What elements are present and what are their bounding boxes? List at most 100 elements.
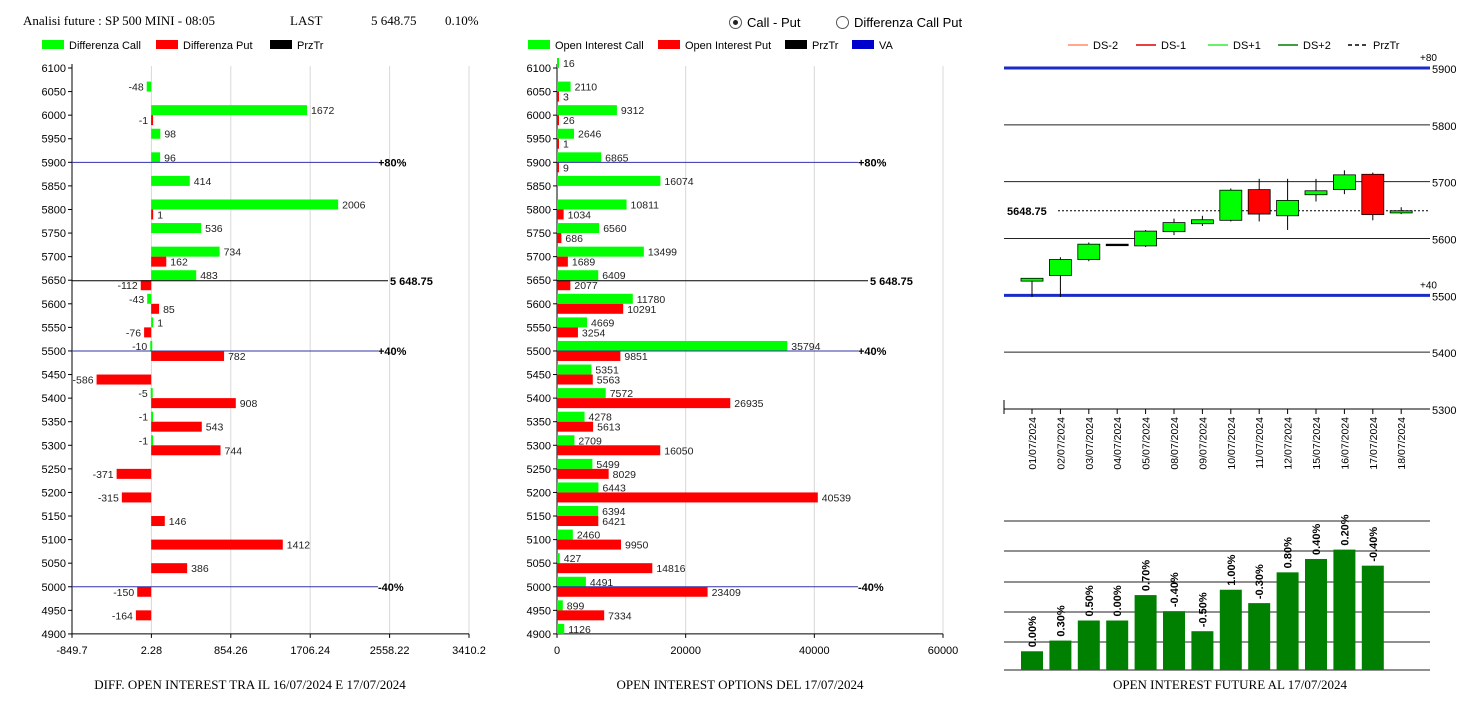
data-label: 899 — [567, 600, 585, 612]
bar-put — [151, 421, 202, 432]
data-label: 3 — [563, 92, 569, 104]
legend-label: Differenza Call — [69, 40, 141, 52]
candle-body — [1020, 277, 1044, 282]
bar-put — [557, 209, 564, 220]
data-label: 9851 — [624, 351, 648, 363]
y-tick-label: 5650 — [42, 275, 66, 287]
x-tick-label: 60000 — [928, 645, 959, 657]
x-tick-label: 04/07/2024 — [1112, 417, 1124, 470]
bar-put — [144, 327, 152, 338]
bar-call — [557, 223, 600, 234]
data-label: 26935 — [734, 398, 763, 410]
legend-label: Open Interest Put — [685, 40, 771, 52]
data-label: 3254 — [582, 327, 606, 339]
bar-call — [557, 152, 602, 163]
y-tick-label: 5800 — [42, 204, 66, 216]
y-tick-label: 6000 — [527, 110, 551, 122]
y-tick-label: 5200 — [42, 487, 66, 499]
data-label: 1412 — [287, 540, 311, 552]
oi-bar — [1305, 558, 1327, 670]
bar-call — [557, 600, 563, 611]
data-label: 6443 — [602, 482, 626, 494]
y-tick-label: 4950 — [42, 605, 66, 617]
level-label: -40% — [378, 582, 404, 594]
y-tick-label: 5800 — [527, 204, 551, 216]
data-label: 1034 — [568, 209, 592, 221]
data-label: 26 — [563, 115, 575, 127]
y-tick-label: 5100 — [527, 535, 551, 547]
va-label: +80 — [1420, 53, 1437, 64]
chart-title: Analisi future : SP 500 MINI - 08:05 — [23, 13, 215, 28]
data-label: -76 — [126, 327, 141, 339]
bar-call — [151, 246, 220, 257]
data-label: 782 — [228, 351, 246, 363]
y-tick-label: 5400 — [42, 393, 66, 405]
bar-call — [557, 388, 606, 399]
x-tick-label: 11/07/2024 — [1254, 417, 1266, 469]
data-label: 6409 — [602, 270, 626, 282]
y-tick-label: 5150 — [527, 511, 551, 523]
y-tick-label: 5650 — [527, 275, 551, 287]
bar-put — [557, 327, 578, 338]
bar-call — [557, 435, 575, 446]
data-label: 96 — [164, 152, 176, 164]
bar-call — [557, 293, 633, 304]
y-tick-label: 5700 — [527, 252, 551, 264]
data-label: 16050 — [664, 445, 693, 457]
bar-call — [557, 340, 788, 351]
bar-call — [151, 435, 154, 446]
legend-label: Differenza Put — [183, 40, 253, 52]
data-label: 483 — [200, 270, 218, 282]
y-tick-label: 5000 — [527, 582, 551, 594]
price-label: 5648.75 — [1007, 206, 1047, 218]
oi-bar-label: 0.00% — [1112, 585, 1124, 616]
data-label: 10811 — [631, 199, 660, 211]
data-label: 5499 — [596, 459, 620, 471]
oi-bar — [1248, 603, 1271, 670]
y-tick-label: 5250 — [527, 464, 551, 476]
radio-diff-call-put[interactable]: Differenza Call Put — [836, 15, 962, 30]
candle-body — [1191, 219, 1214, 225]
bar-put — [557, 586, 708, 597]
data-label: 6865 — [605, 152, 629, 164]
data-label: 4278 — [589, 412, 613, 424]
legend-label: DS+1 — [1233, 40, 1261, 52]
oi-bar — [1134, 595, 1157, 670]
bar-put — [557, 516, 599, 527]
last-value: 5 648.75 — [371, 13, 417, 28]
x-tick-label: 03/07/2024 — [1084, 417, 1096, 470]
legend-swatch — [156, 40, 178, 49]
data-label: 734 — [224, 247, 242, 259]
bar-call — [150, 388, 153, 399]
data-label: -1 — [139, 412, 148, 424]
y-tick-label: 5000 — [42, 582, 66, 594]
oi-bar-label: -0.40% — [1368, 527, 1380, 562]
bar-call — [150, 340, 153, 351]
bar-put — [557, 445, 661, 456]
oi-bar — [1049, 640, 1072, 670]
level-label: +80% — [858, 157, 887, 169]
bar-put — [135, 610, 152, 621]
bar-put — [557, 350, 621, 361]
y-tick-label: 5150 — [42, 511, 66, 523]
oi-bar — [1021, 651, 1043, 670]
legend-label: DS-1 — [1161, 40, 1186, 52]
candle-body — [1077, 243, 1101, 260]
bar-put — [557, 610, 605, 621]
bar-put — [557, 468, 609, 479]
data-label: 14816 — [656, 563, 685, 575]
bar-call — [557, 128, 575, 139]
oi-bar — [1077, 620, 1100, 670]
y-tick-label: 5750 — [527, 228, 551, 240]
y-tick-label: 5300 — [527, 440, 551, 452]
oi-bar-label: -0.40% — [1169, 572, 1181, 607]
radio-call-put[interactable]: Call - Put — [729, 15, 800, 30]
level-label: +40% — [378, 346, 407, 358]
bar-call — [557, 105, 617, 116]
data-label: 1 — [563, 139, 569, 151]
data-label: 162 — [170, 257, 188, 269]
y-tick-label: 5500 — [42, 346, 66, 358]
candle-body — [1162, 222, 1186, 233]
y-tick-label: 5900 — [42, 157, 66, 169]
candle-body — [1304, 190, 1328, 196]
